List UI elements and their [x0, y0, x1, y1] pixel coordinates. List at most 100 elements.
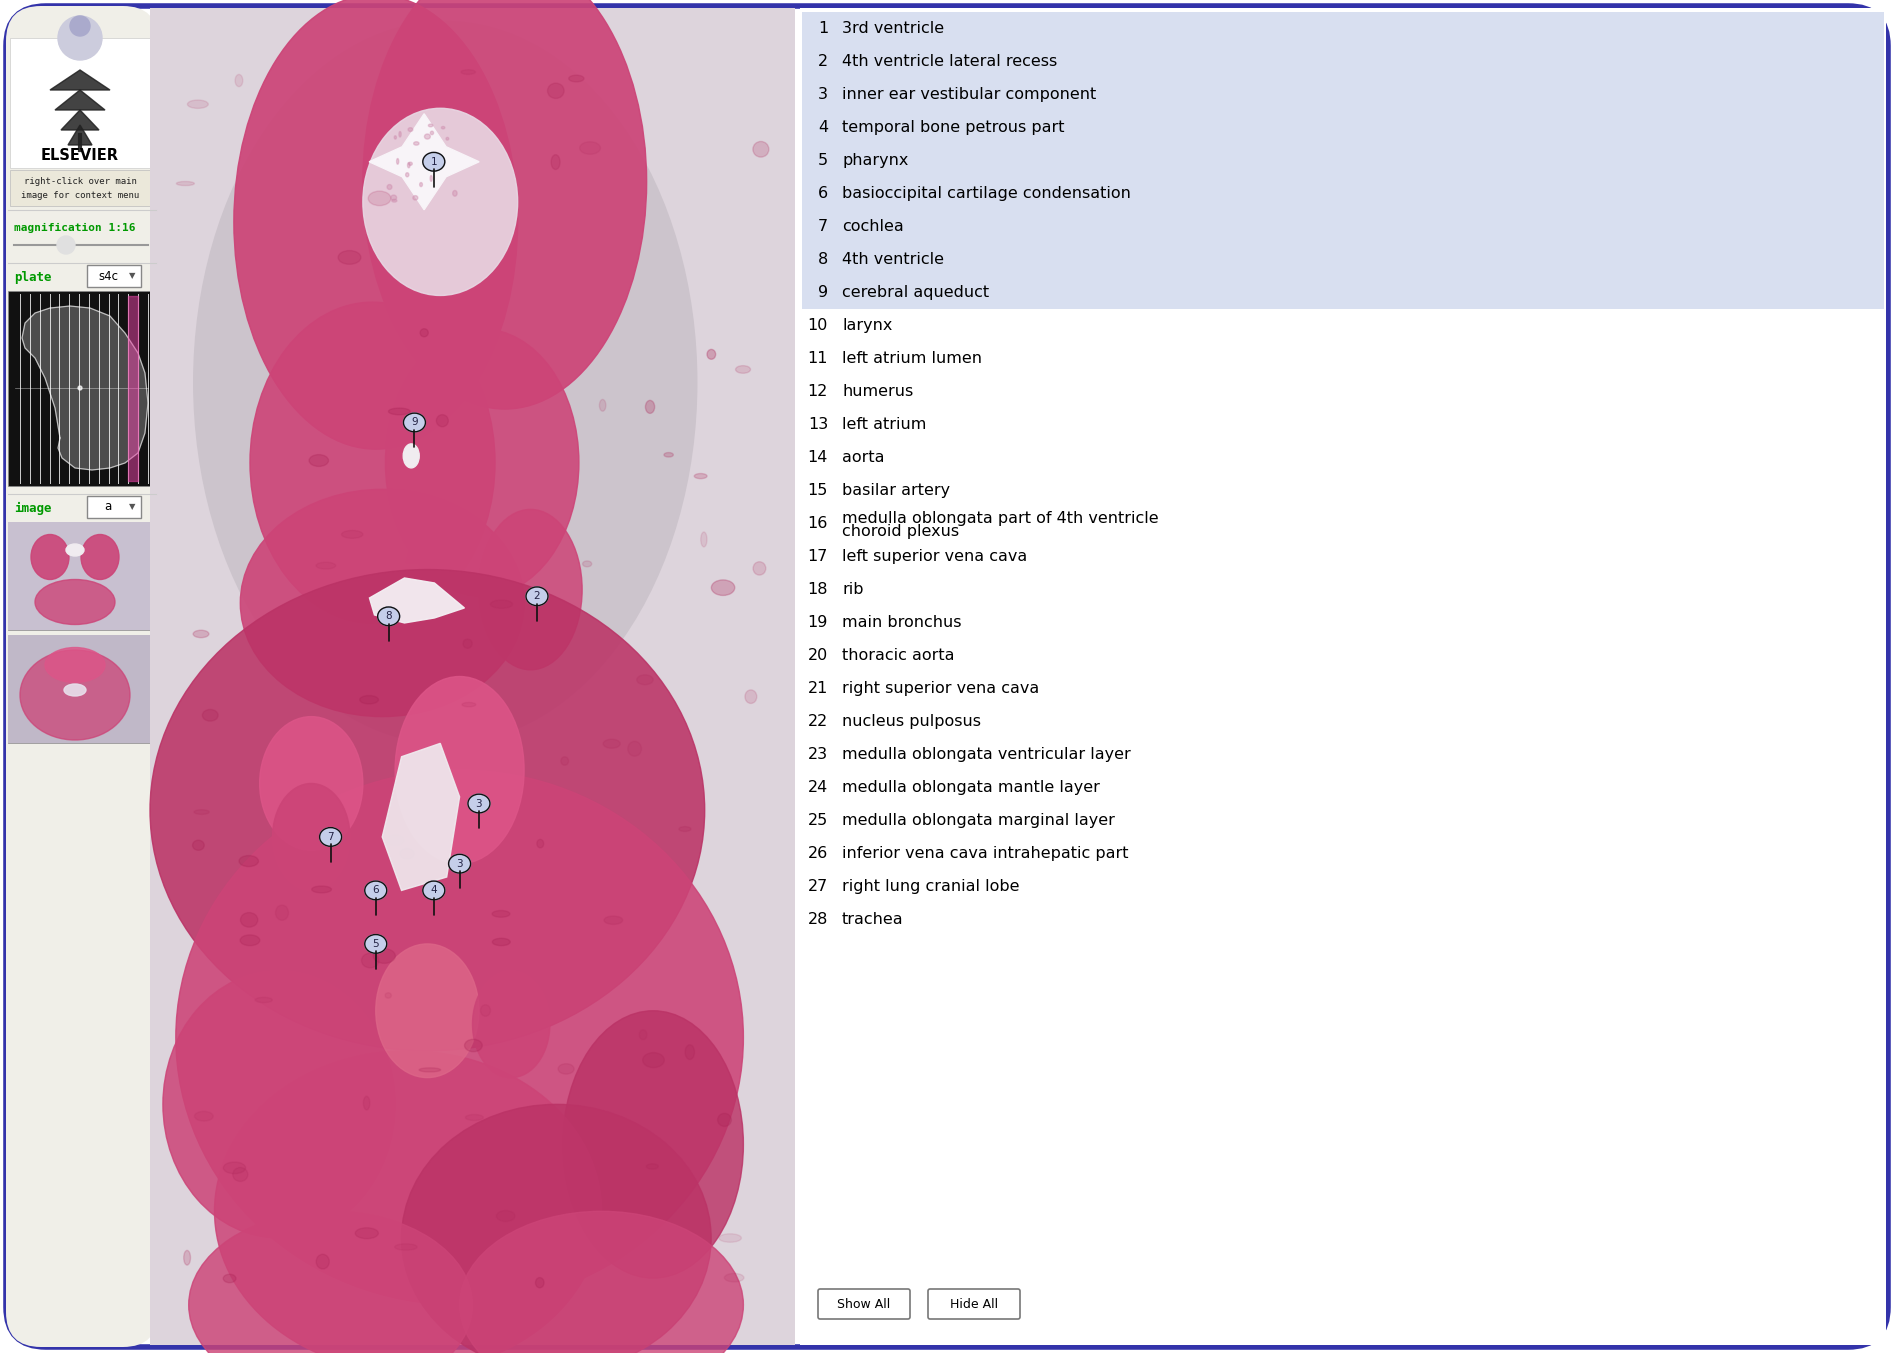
- Bar: [801, 143, 1885, 177]
- Ellipse shape: [364, 0, 646, 409]
- Ellipse shape: [384, 329, 580, 597]
- Bar: [9, 38, 153, 168]
- Ellipse shape: [81, 534, 119, 579]
- Ellipse shape: [403, 413, 426, 432]
- Ellipse shape: [402, 1104, 710, 1353]
- Text: temporal bone petrous part: temporal bone petrous part: [843, 120, 1064, 135]
- Text: 6: 6: [818, 185, 828, 202]
- Ellipse shape: [273, 783, 350, 890]
- Ellipse shape: [150, 570, 705, 1051]
- Text: ELSEVIER: ELSEVIER: [42, 147, 119, 162]
- Text: 12: 12: [807, 384, 828, 399]
- Ellipse shape: [636, 675, 653, 685]
- Text: trachea: trachea: [843, 912, 903, 927]
- Ellipse shape: [394, 135, 396, 139]
- Text: 21: 21: [807, 681, 828, 695]
- Text: choroid plexus: choroid plexus: [843, 524, 958, 540]
- Ellipse shape: [701, 532, 706, 547]
- Ellipse shape: [189, 1211, 472, 1353]
- Polygon shape: [129, 296, 138, 482]
- Text: image: image: [13, 502, 51, 514]
- Ellipse shape: [695, 474, 706, 479]
- Text: 27: 27: [807, 879, 828, 894]
- Text: 9: 9: [411, 418, 419, 428]
- Bar: [8, 522, 155, 630]
- Ellipse shape: [396, 158, 400, 164]
- Ellipse shape: [259, 717, 364, 850]
- Ellipse shape: [568, 76, 583, 83]
- Polygon shape: [68, 124, 93, 145]
- Ellipse shape: [563, 1011, 744, 1279]
- Ellipse shape: [195, 1111, 214, 1122]
- Ellipse shape: [362, 954, 379, 967]
- Text: left atrium lumen: left atrium lumen: [843, 350, 981, 367]
- Ellipse shape: [392, 199, 398, 202]
- Ellipse shape: [184, 1250, 191, 1265]
- Ellipse shape: [646, 1164, 659, 1169]
- Text: 17: 17: [807, 549, 828, 564]
- Polygon shape: [369, 578, 464, 622]
- Ellipse shape: [64, 685, 85, 695]
- Ellipse shape: [430, 176, 432, 181]
- Ellipse shape: [665, 452, 674, 457]
- Text: inferior vena cava intrahepatic part: inferior vena cava intrahepatic part: [843, 846, 1129, 861]
- Ellipse shape: [460, 70, 475, 74]
- Ellipse shape: [445, 138, 449, 141]
- Bar: [801, 111, 1885, 143]
- Text: left superior vena cava: left superior vena cava: [843, 549, 1027, 564]
- Ellipse shape: [223, 1275, 237, 1283]
- Ellipse shape: [388, 409, 411, 415]
- Ellipse shape: [464, 1039, 483, 1051]
- Text: 26: 26: [807, 846, 828, 861]
- Text: 20: 20: [807, 648, 828, 663]
- Ellipse shape: [203, 709, 218, 721]
- Ellipse shape: [536, 1277, 544, 1288]
- Text: 2: 2: [818, 54, 828, 69]
- Ellipse shape: [400, 131, 402, 137]
- Ellipse shape: [214, 1051, 602, 1353]
- Polygon shape: [23, 306, 148, 469]
- Ellipse shape: [561, 756, 568, 766]
- Ellipse shape: [754, 142, 769, 157]
- Text: ▼: ▼: [129, 272, 134, 280]
- Ellipse shape: [241, 935, 259, 946]
- Bar: [801, 45, 1885, 78]
- Text: inner ear vestibular component: inner ear vestibular component: [843, 87, 1097, 101]
- Ellipse shape: [188, 100, 208, 108]
- Ellipse shape: [434, 147, 439, 162]
- Ellipse shape: [642, 1053, 665, 1068]
- Ellipse shape: [686, 1045, 695, 1059]
- Ellipse shape: [424, 134, 430, 139]
- Ellipse shape: [233, 1168, 248, 1181]
- Polygon shape: [369, 114, 479, 210]
- Text: right-click over main: right-click over main: [23, 177, 136, 187]
- Bar: [801, 276, 1885, 308]
- Text: nucleus pulposus: nucleus pulposus: [843, 714, 981, 729]
- Text: 11: 11: [807, 350, 828, 367]
- Ellipse shape: [407, 162, 411, 168]
- Text: 13: 13: [807, 417, 828, 432]
- Ellipse shape: [193, 630, 208, 637]
- Text: a: a: [104, 501, 112, 514]
- Text: medulla oblongata marginal layer: medulla oblongata marginal layer: [843, 813, 1116, 828]
- Ellipse shape: [678, 827, 691, 831]
- FancyBboxPatch shape: [6, 5, 157, 1348]
- Ellipse shape: [193, 22, 697, 743]
- Ellipse shape: [320, 828, 341, 846]
- Ellipse shape: [316, 1254, 330, 1269]
- Ellipse shape: [468, 794, 491, 813]
- Text: 10: 10: [807, 318, 828, 333]
- Bar: [8, 635, 155, 743]
- Circle shape: [57, 235, 76, 254]
- Ellipse shape: [460, 1211, 744, 1353]
- Text: 1: 1: [818, 22, 828, 37]
- Text: right superior vena cava: right superior vena cava: [843, 681, 1040, 695]
- Ellipse shape: [366, 935, 386, 954]
- Ellipse shape: [472, 970, 549, 1077]
- Ellipse shape: [735, 365, 750, 373]
- Ellipse shape: [453, 191, 456, 196]
- Text: Show All: Show All: [837, 1298, 890, 1311]
- Text: cochlea: cochlea: [843, 219, 903, 234]
- Ellipse shape: [481, 1005, 491, 1016]
- Text: image for context menu: image for context menu: [21, 192, 138, 200]
